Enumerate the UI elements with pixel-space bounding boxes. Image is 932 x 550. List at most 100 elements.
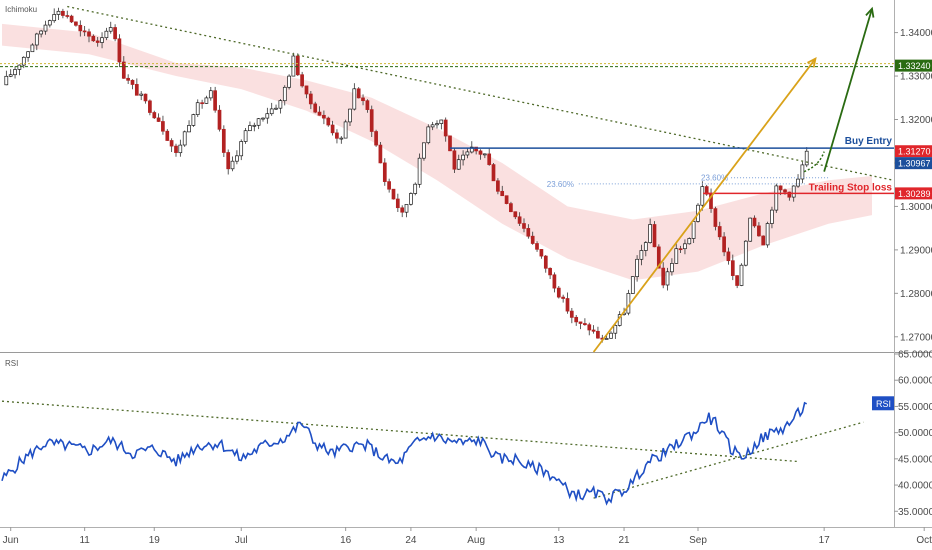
candle-up [39, 30, 43, 35]
candle-up [800, 164, 805, 180]
resistance-price-tag: 1.33240 [898, 61, 931, 71]
candle-up [100, 37, 104, 43]
candle-down [313, 103, 318, 113]
candle-down [61, 10, 65, 16]
candle-down [156, 117, 161, 122]
candle-up [409, 193, 413, 205]
candle-up [648, 224, 652, 243]
candle-down [395, 198, 400, 209]
candle-down [517, 216, 522, 224]
time-tick-label: 11 [79, 535, 90, 546]
candle-up [108, 27, 113, 32]
candle-up [469, 146, 474, 153]
candle-down [509, 203, 513, 213]
candle-down [652, 224, 657, 248]
rsi-tick-label: 65.0000 [898, 350, 932, 361]
candle-down [126, 77, 130, 81]
candle-down [143, 93, 148, 102]
rsi-tick-label: 45.0000 [898, 454, 932, 465]
candle-up [687, 238, 692, 245]
fib-level-label: 23.60% [701, 174, 728, 183]
price-tick-label: 1.28000 [900, 289, 932, 300]
time-tick-label: 13 [553, 535, 565, 546]
candle-up [208, 90, 213, 99]
buy-entry-label: Buy Entry [845, 136, 893, 147]
candle-up [191, 114, 196, 126]
rsi-tick-label: 55.0000 [898, 402, 932, 413]
candle-down [543, 255, 548, 269]
candle-down [552, 274, 557, 289]
projection-arrow-green [823, 8, 873, 172]
fib-level-label: 23.60% [547, 180, 574, 189]
candle-down [65, 15, 70, 17]
candle-down [322, 114, 326, 119]
candle-up [282, 86, 287, 102]
candle-up [635, 258, 639, 277]
candle-down [535, 243, 539, 250]
candle-down [713, 208, 718, 227]
candle-up [243, 130, 248, 142]
candle-up [482, 153, 487, 156]
candle-down [783, 189, 787, 193]
candle-up [256, 118, 261, 126]
candle-down [474, 146, 478, 152]
projection-arrow-green-head [865, 6, 875, 18]
candle-up [796, 178, 800, 187]
price-tick-label: 1.32000 [900, 115, 932, 126]
candle-down [561, 296, 565, 299]
candle-down [121, 61, 126, 79]
rsi-trendline-1 [1, 400, 799, 463]
candle-down [87, 31, 91, 37]
candle-up [404, 204, 409, 213]
candle-up [700, 186, 705, 206]
candle-down [583, 323, 587, 326]
candle-down [304, 85, 309, 95]
time-tick-label: Jun [3, 535, 19, 546]
candle-up [235, 155, 239, 162]
candle-up [204, 97, 209, 104]
main-panel-title: Ichimoku [5, 5, 37, 14]
candle-down [787, 191, 792, 198]
candle-down [165, 130, 170, 141]
candle-down [369, 109, 374, 132]
candle-up [609, 332, 613, 339]
candle-up [252, 124, 257, 127]
candle-down [74, 21, 78, 26]
candle-up [269, 108, 274, 115]
candle-up [30, 44, 35, 53]
candle-up [770, 209, 774, 224]
candle-down [378, 144, 383, 164]
candle-up [748, 217, 753, 242]
candle-down [365, 100, 370, 110]
candle-up [21, 56, 26, 66]
last-price-tag-box [895, 145, 932, 158]
candle-up [230, 160, 235, 170]
candle-up [643, 242, 648, 251]
candle-up [8, 74, 13, 77]
candle-up [248, 125, 252, 132]
candle-down [335, 132, 339, 139]
candle-down [574, 316, 579, 323]
candle-up [343, 121, 348, 139]
candle-down [678, 248, 683, 251]
candle-down [117, 38, 122, 63]
descending-trendline [67, 5, 894, 181]
candle-up [261, 117, 265, 120]
candle-down [722, 236, 726, 253]
candle-down [496, 180, 500, 192]
candle-down [569, 310, 574, 318]
candle-up [291, 55, 296, 77]
candle-down [95, 40, 100, 43]
candle-up [278, 100, 283, 109]
candle-down [735, 275, 739, 286]
candle-up [178, 144, 183, 154]
candle-up [34, 33, 39, 46]
candle-up [439, 119, 444, 124]
stop-price-tag: 1.30289 [898, 189, 931, 199]
candle-down [443, 119, 448, 137]
candle-up [430, 124, 435, 128]
candle-down [661, 267, 666, 286]
price-tick-label: 1.27000 [900, 332, 932, 343]
time-tick-label: Jul [235, 535, 248, 546]
